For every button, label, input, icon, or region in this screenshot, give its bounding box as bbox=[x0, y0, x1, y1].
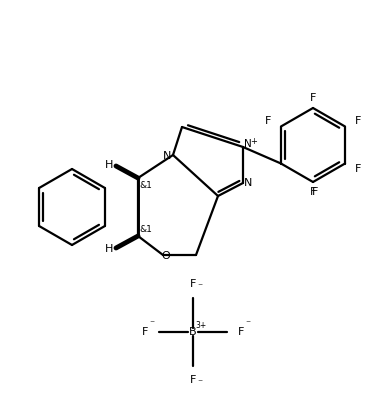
Text: ⁻: ⁻ bbox=[198, 378, 203, 388]
Text: N: N bbox=[244, 139, 252, 149]
Text: F: F bbox=[355, 116, 361, 127]
Text: ⁻: ⁻ bbox=[245, 319, 250, 329]
Text: F: F bbox=[355, 163, 361, 173]
Text: &1: &1 bbox=[140, 182, 152, 191]
Text: F: F bbox=[190, 375, 196, 385]
Text: F: F bbox=[265, 116, 271, 127]
Text: &1: &1 bbox=[140, 226, 152, 235]
Text: F: F bbox=[238, 327, 244, 337]
Text: B: B bbox=[189, 327, 197, 337]
Text: O: O bbox=[162, 251, 171, 261]
Text: N: N bbox=[163, 151, 171, 161]
Text: H: H bbox=[105, 244, 113, 254]
Text: ⁻: ⁻ bbox=[198, 282, 203, 292]
Text: F: F bbox=[312, 187, 318, 197]
Text: F: F bbox=[310, 93, 316, 103]
Text: N: N bbox=[244, 178, 252, 188]
Text: F: F bbox=[190, 279, 196, 289]
Text: F: F bbox=[142, 327, 148, 337]
Text: +: + bbox=[250, 136, 258, 145]
Text: F: F bbox=[310, 187, 316, 197]
Text: 3+: 3+ bbox=[195, 321, 207, 331]
Text: ⁻: ⁻ bbox=[149, 319, 154, 329]
Text: H: H bbox=[105, 160, 113, 170]
